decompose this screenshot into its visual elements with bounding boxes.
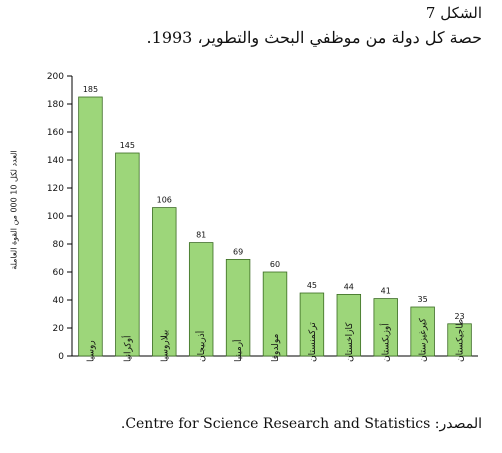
x-category-label: طاجيكستان: [456, 319, 466, 362]
x-category-label: تركمنستان: [308, 322, 318, 362]
bar-value-label: 81: [196, 231, 206, 240]
bar: [188, 242, 214, 357]
bar-value-label: 45: [307, 281, 317, 290]
figure-label: الشكل 7: [425, 4, 482, 22]
y-tick-label: 160: [47, 128, 64, 138]
x-category-label: روسيا: [86, 340, 96, 362]
bar: [410, 306, 435, 357]
y-tick-label: 80: [53, 240, 65, 250]
y-tick-label: 120: [47, 184, 64, 194]
bar: [336, 293, 362, 357]
y-tick-label: 200: [47, 72, 64, 82]
x-category-label: أوزبكستان: [380, 323, 392, 362]
bar-value-label: 106: [157, 196, 172, 205]
bar-value-label: 41: [381, 287, 391, 296]
x-category-label: أرمينيا: [232, 339, 244, 362]
source-note: المصدر: Centre for Science Research and …: [120, 416, 482, 432]
bar: [225, 258, 251, 357]
bar-value-label: 60: [270, 260, 280, 269]
bar-value-label: 69: [233, 247, 243, 256]
x-category-label: كازاخستان: [345, 322, 355, 362]
x-category-label: كيرغيزستان: [419, 317, 429, 362]
y-tick-label: 100: [47, 212, 64, 222]
y-tick-label: 20: [53, 324, 65, 334]
bar: [78, 96, 103, 357]
bar: [152, 207, 177, 357]
bar: [115, 152, 140, 357]
x-category-label: بيلاروسيا: [160, 330, 170, 362]
y-tick-label: 40: [53, 296, 65, 306]
figure-title: حصة كل دولة من موظفي البحث والتطوير، 199…: [146, 28, 482, 47]
y-tick-label: 180: [47, 100, 64, 110]
bar-value-label: 185: [83, 85, 98, 94]
x-category-label: أذربيجان: [195, 331, 207, 362]
bar: [373, 298, 398, 357]
y-tick-label: 140: [47, 156, 64, 166]
bar-value-label: 35: [418, 295, 428, 304]
y-tick-label: 60: [53, 268, 65, 278]
bar: [262, 271, 288, 357]
bar: [447, 323, 472, 357]
bar-chart: 0 20 40 60 80 100 120 140 160 180 200 185 روسيا 145 أو…: [47, 72, 478, 362]
bar-value-label: 23: [454, 312, 464, 321]
bar-value-label: 145: [120, 141, 135, 150]
y-tick-label: 0: [58, 352, 64, 362]
x-category-label: أوكرانيا: [121, 335, 133, 362]
x-category-label: مولدوفا: [271, 333, 281, 362]
bar: [299, 292, 325, 357]
bar-value-label: 44: [344, 282, 354, 291]
